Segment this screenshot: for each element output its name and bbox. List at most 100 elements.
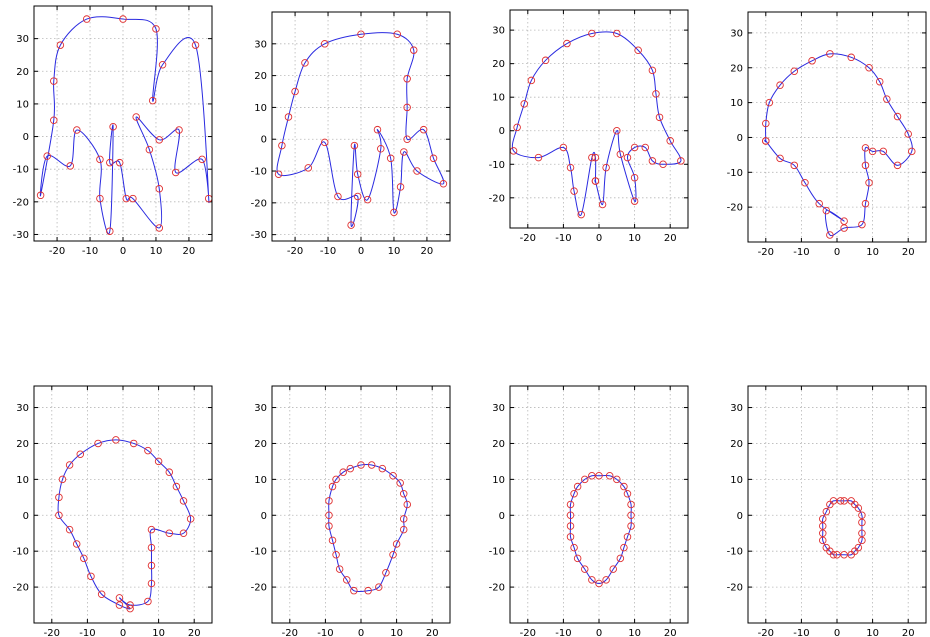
x-tick-label: 20 — [426, 628, 439, 637]
control-point-marker — [126, 604, 134, 613]
x-tick-label: -20 — [49, 246, 65, 257]
control-point-marker — [808, 57, 816, 65]
y-tick-label: -20 — [13, 583, 29, 594]
x-tick-label: 0 — [120, 246, 126, 257]
control-point-marker — [570, 489, 578, 498]
control-point-marker — [332, 475, 340, 484]
control-point-marker — [186, 515, 195, 523]
control-point-marker — [776, 81, 784, 89]
control-point-marker — [588, 153, 596, 162]
control-point-marker — [147, 579, 156, 588]
control-point-marker — [115, 158, 124, 167]
control-point-marker — [861, 199, 870, 208]
axes-box — [509, 9, 689, 229]
control-point-marker — [179, 497, 188, 505]
x-tick-label: 0 — [358, 628, 364, 637]
control-point-marker — [36, 191, 45, 200]
panel-4: -20 -10 0 10 20 -20 -10 0 10 20 30 — [727, 11, 927, 258]
control-point-marker — [765, 98, 774, 107]
control-point-marker — [566, 163, 575, 172]
control-point-marker — [847, 551, 855, 559]
control-point-marker — [65, 525, 74, 534]
axes-box — [271, 385, 451, 624]
control-point-marker — [893, 112, 902, 121]
control-point-marker — [659, 160, 667, 169]
control-point-marker — [350, 141, 359, 150]
control-point-marker — [840, 497, 848, 505]
control-point-marker — [822, 507, 831, 516]
control-point-marker — [334, 192, 342, 201]
control-point-marker — [390, 208, 398, 217]
control-point-marker — [627, 511, 635, 520]
control-point-marker — [858, 220, 866, 229]
control-point-marker — [396, 183, 405, 191]
control-point-marker — [274, 170, 283, 178]
control-point-marker — [527, 76, 536, 85]
control-point-marker — [627, 500, 635, 509]
control-point-marker — [72, 540, 81, 548]
control-point-marker — [588, 472, 596, 480]
x-tick-label: 20 — [183, 246, 196, 257]
plot-area — [325, 461, 412, 595]
y-tick-label: 0 — [23, 511, 29, 522]
x-tick-label: -20 — [287, 246, 303, 257]
control-point-marker — [155, 185, 164, 193]
contour-line — [511, 31, 682, 216]
control-point-marker — [815, 199, 823, 208]
y-tick-label: -30 — [13, 230, 29, 241]
control-point-marker — [790, 67, 799, 75]
control-point-marker — [363, 195, 372, 204]
control-point-marker — [56, 41, 65, 49]
control-point-marker — [566, 500, 575, 509]
y-tick-label: -10 — [13, 165, 29, 176]
plot-area — [762, 50, 916, 239]
control-point-marker — [641, 143, 650, 152]
control-point-marker — [399, 525, 408, 534]
control-point-marker — [165, 529, 174, 537]
x-tick-label: -20 — [758, 247, 774, 258]
control-point-marker — [145, 145, 154, 154]
control-point-marker — [155, 136, 164, 144]
control-point-marker — [76, 450, 85, 458]
control-point-marker — [559, 143, 568, 152]
control-point-marker — [822, 206, 831, 215]
panel-1: -20 -10 0 10 20 -30 -20 -10 0 10 20 30 — [13, 5, 213, 257]
y-tick-label: 0 — [499, 126, 505, 137]
panel-6: -20 -10 0 10 20 -20 -10 0 10 20 30 — [251, 385, 451, 637]
control-point-marker — [382, 568, 390, 577]
x-tick-label: 10 — [866, 628, 879, 637]
control-point-marker — [172, 482, 181, 491]
y-tick-label: -10 — [727, 168, 743, 179]
y-tick-label: 20 — [16, 67, 29, 78]
control-point-marker — [648, 66, 657, 75]
control-point-marker — [106, 158, 114, 167]
control-point-marker — [602, 576, 610, 584]
y-tick-label: 0 — [499, 511, 505, 522]
control-point-marker — [613, 126, 621, 135]
contour-line — [569, 475, 632, 585]
y-tick-label: -30 — [251, 230, 267, 241]
control-point-marker — [392, 540, 401, 548]
control-point-marker — [630, 173, 639, 182]
y-tick-label: -10 — [727, 547, 743, 558]
y-tick-label: -20 — [13, 197, 29, 208]
control-point-marker — [132, 113, 140, 121]
x-tick-label: -10 — [317, 628, 333, 637]
x-tick-label: 20 — [664, 628, 677, 637]
control-point-marker — [879, 147, 888, 156]
control-point-marker — [43, 152, 51, 160]
control-point-marker — [375, 583, 383, 591]
control-point-marker — [343, 576, 351, 584]
y-tick-label: 30 — [16, 34, 29, 45]
control-point-marker — [373, 125, 382, 134]
x-tick-label: 0 — [596, 628, 602, 637]
control-point-marker — [591, 177, 600, 185]
control-point-marker — [570, 543, 578, 552]
control-point-marker — [762, 119, 770, 128]
x-tick-label: 10 — [390, 628, 403, 637]
control-point-marker — [840, 217, 848, 225]
plot-area — [36, 15, 212, 235]
y-tick-label: 30 — [16, 403, 29, 414]
x-tick-label: 0 — [358, 246, 364, 257]
